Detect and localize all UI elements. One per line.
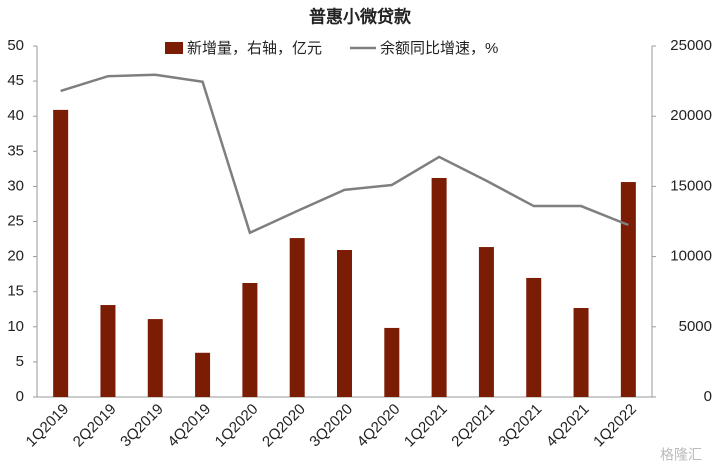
bar (478, 247, 494, 397)
bar (337, 250, 352, 397)
bar (289, 238, 305, 397)
y2-tick-label: 15000 (670, 177, 712, 194)
bar (195, 352, 211, 397)
y-tick-label: 5 (16, 353, 24, 370)
bar (620, 182, 636, 397)
line (60, 73, 629, 235)
x-tick-label: 1Q2022 (590, 401, 640, 451)
x-tick-label: 4Q2019 (164, 401, 214, 451)
y-tick-label: 20 (7, 248, 24, 265)
y-tick-label: 30 (7, 177, 24, 194)
x-tick-label: 2Q2021 (448, 401, 498, 451)
bar (384, 327, 400, 397)
x-tick-label: 3Q2020 (306, 401, 356, 451)
x-tick-label: 4Q2021 (543, 401, 593, 451)
y-tick-label: 25 (7, 212, 24, 229)
y2-tick-label: 5000 (679, 318, 712, 335)
legend-swatch (165, 42, 183, 54)
x-tick-label: 2Q2020 (259, 401, 309, 451)
y-tick-label: 40 (7, 107, 24, 124)
x-tick-label: 2Q2019 (70, 401, 120, 451)
bar (526, 277, 542, 397)
y2-tick-label: 25000 (670, 37, 712, 54)
bar (431, 177, 447, 397)
x-tick-label: 1Q2020 (212, 401, 262, 451)
x-tick-label: 1Q2021 (401, 401, 451, 451)
x-tick-label: 3Q2021 (496, 401, 546, 451)
chart-title: 普惠小微贷款 (309, 6, 412, 26)
bar (573, 307, 589, 397)
x-tick-label: 1Q2019 (23, 401, 73, 451)
y-tick-label: 50 (7, 37, 24, 54)
y2-tick-label: 20000 (670, 107, 712, 124)
y-tick-label: 45 (7, 72, 24, 89)
y2-tick-label: 10000 (670, 248, 712, 265)
x-tick-label: 4Q2020 (354, 401, 404, 451)
x-tick-label: 3Q2019 (117, 401, 167, 451)
y-tick-label: 15 (7, 283, 24, 300)
y-tick-label: 0 (16, 388, 24, 405)
legend-label: 余额同比增速，% (380, 39, 498, 57)
watermark: 格隆汇 (660, 447, 702, 463)
y-tick-label: 35 (7, 142, 24, 159)
bar (100, 305, 116, 397)
bar (53, 109, 69, 397)
y2-tick-label: 0 (704, 388, 712, 405)
bar (147, 319, 163, 397)
legend-label: 新增量，右轴，亿元 (187, 40, 322, 57)
bar (242, 282, 258, 397)
y-tick-label: 10 (7, 318, 24, 335)
